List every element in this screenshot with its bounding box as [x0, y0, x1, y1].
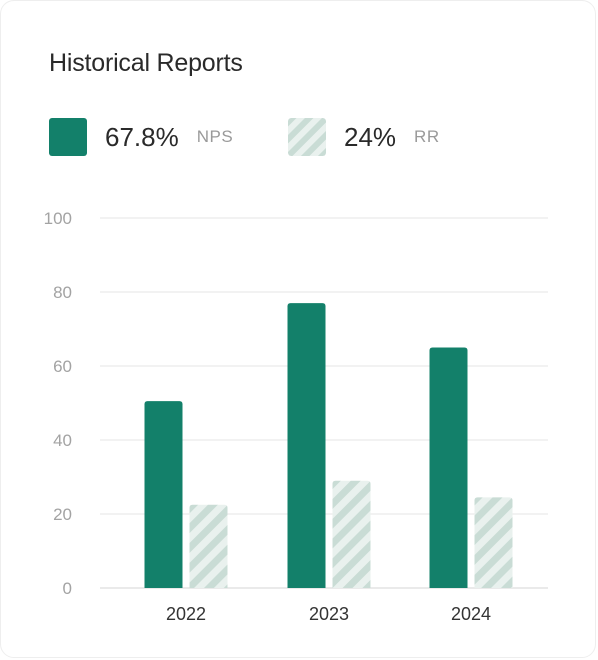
- y-tick-label: 100: [44, 209, 72, 228]
- legend-swatch-nps: [49, 118, 87, 156]
- legend-value-nps: 67.8%: [105, 121, 179, 152]
- bar-nps-2023: [287, 303, 326, 588]
- bar-rr-2023: [332, 480, 371, 588]
- y-tick-label: 60: [53, 357, 72, 376]
- y-tick-label: 80: [53, 283, 72, 302]
- bar-rr-2022: [189, 504, 228, 588]
- legend-label-rr: RR: [414, 127, 440, 146]
- y-tick-label: 40: [53, 431, 72, 450]
- legend-item-rr: 24% RR: [288, 118, 440, 156]
- x-tick-label: 2022: [166, 604, 206, 624]
- x-tick-label: 2024: [451, 604, 491, 624]
- bar-nps-2024: [429, 347, 468, 588]
- y-tick-label: 20: [53, 505, 72, 524]
- x-tick-label: 2023: [309, 604, 349, 624]
- card-title: Historical Reports: [49, 49, 243, 77]
- legend-value-rr: 24%: [344, 121, 397, 152]
- legend-label-nps: NPS: [196, 127, 234, 146]
- bar-rr-2024: [474, 497, 513, 588]
- legend-swatch-rr: [288, 118, 326, 156]
- bar-nps-2022: [144, 401, 183, 588]
- legend-item-nps: 67.8% NPS: [49, 118, 233, 156]
- y-tick-label: 0: [63, 579, 72, 598]
